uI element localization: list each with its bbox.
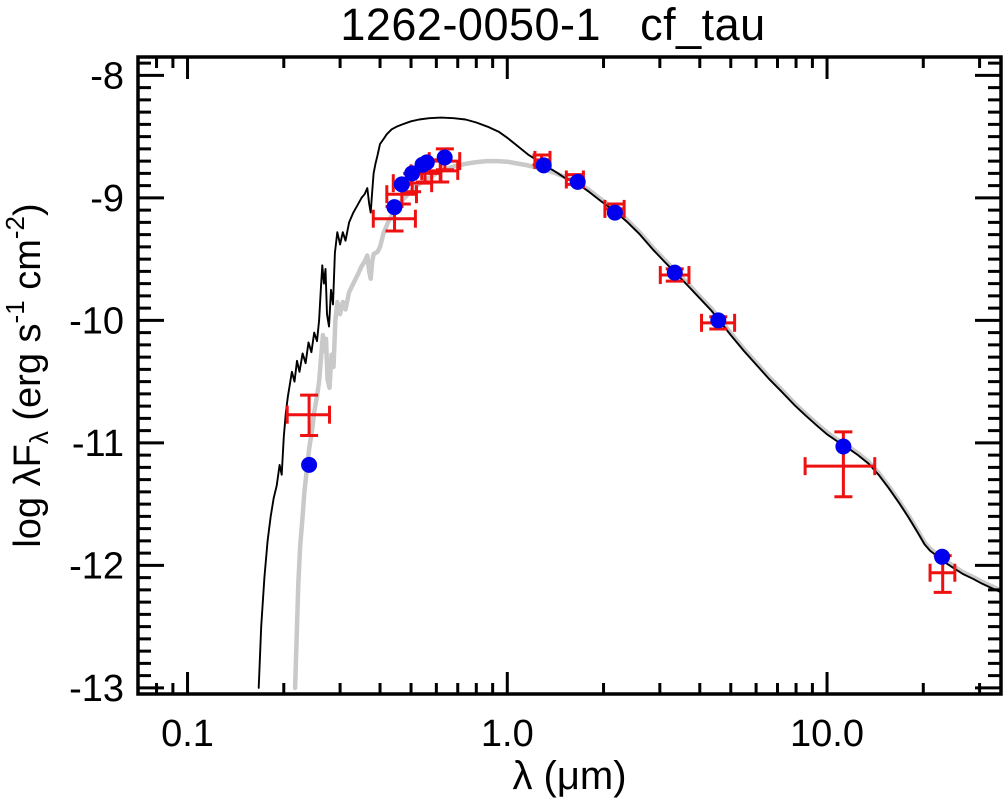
model-spectrum-gray (292, 158, 1001, 691)
y-tick-label: -12 (69, 545, 124, 587)
y-tick-label: -8 (90, 55, 124, 97)
synthetic-flux-dot (535, 157, 552, 174)
synthetic-flux-dot (393, 176, 410, 193)
chart-title: 1262-0050-1 cf_tau (340, 0, 766, 50)
x-tick-label: 1.0 (481, 713, 534, 755)
synthetic-flux-dot (666, 264, 683, 281)
axis-ticks (138, 57, 1001, 694)
synthetic-flux-dot (934, 548, 951, 565)
y-axis-title: log λFλ (erg s-1 cm-2) (0, 203, 54, 547)
y-tick-label: -13 (69, 668, 124, 710)
plot-frame (136, 55, 1003, 696)
axis-labels: 0.1 1.0 10.0 -8 -9 -10 -11 -12 -13 λ (μm) log λFλ … (0, 55, 864, 798)
synthetic-flux-dot (835, 438, 852, 455)
synthetic-flux-dot (386, 199, 403, 216)
synthetic-flux-dot (606, 204, 623, 221)
y-tick-label: -9 (90, 178, 124, 220)
synthetic-flux-dot (436, 149, 453, 166)
x-axis-title: λ (μm) (512, 754, 626, 798)
y-tick-label: -10 (69, 300, 124, 342)
synthetic-flux-dot (710, 312, 727, 329)
y-tick-label: -11 (72, 423, 124, 465)
model-spectrum-black (257, 116, 1001, 689)
synthetic-photometry-points (301, 149, 951, 565)
x-tick-label: 10.0 (790, 713, 864, 755)
synthetic-flux-dot (569, 173, 586, 190)
errorbar-point (285, 393, 332, 438)
synthetic-flux-dot (418, 154, 435, 171)
x-tick-label: 0.1 (161, 713, 214, 755)
synthetic-flux-dot (301, 456, 318, 473)
model-curves (257, 116, 1001, 691)
